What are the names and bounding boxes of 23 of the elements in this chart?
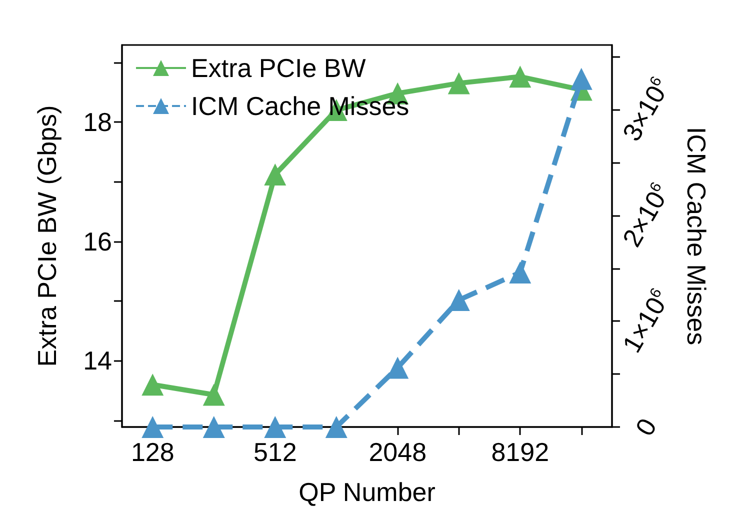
point: [142, 374, 164, 396]
legend-label: Extra PCIe BW: [191, 53, 366, 83]
point: [202, 416, 225, 438]
point: [325, 416, 348, 438]
y-axis-title: Extra PCIe BW (Gbps): [32, 105, 62, 367]
x-tick-label: 2048: [368, 437, 427, 467]
point: [448, 72, 470, 94]
point: [202, 384, 225, 406]
point: [509, 66, 532, 88]
y2-tick-label: 0: [629, 413, 663, 441]
y-tick-label: 18: [83, 106, 112, 137]
x-tick-label: 512: [253, 437, 297, 467]
x-axis-title: QP Number: [298, 477, 436, 507]
point: [264, 164, 286, 186]
x-tick-label: 8192: [491, 437, 550, 467]
point: [142, 416, 164, 438]
point: [509, 262, 532, 284]
y-tick-label: 16: [83, 226, 112, 256]
y-tick-label: 14: [83, 346, 112, 376]
x-tick-label: 128: [130, 437, 174, 467]
point: [570, 68, 592, 90]
point: [264, 416, 286, 438]
y2-axis-title: ICM Cache Misses: [681, 126, 712, 346]
